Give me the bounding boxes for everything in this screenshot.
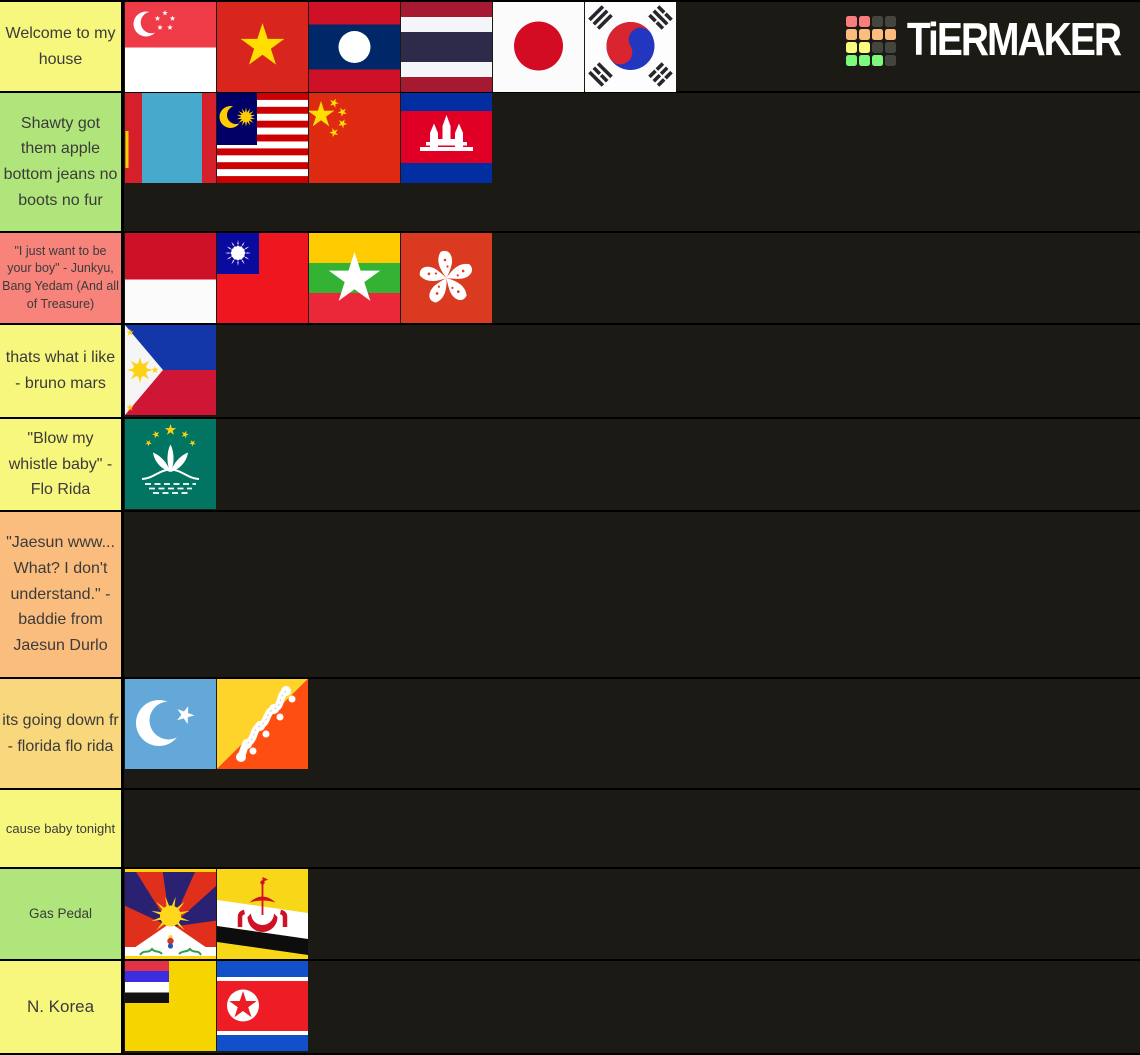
flag-tibet[interactable]: [125, 869, 216, 959]
logo-grid-cell: [858, 55, 870, 66]
flag-macau[interactable]: [125, 419, 216, 509]
tier-label: thats what i like - bruno mars: [0, 325, 124, 417]
flag-hong-kong[interactable]: [401, 233, 492, 323]
flag-china[interactable]: [309, 93, 400, 183]
tier-cells: [124, 961, 1140, 1053]
logo-grid-cell: [858, 16, 870, 27]
tier-label: "Jaesun www... What? I don't understand.…: [0, 512, 124, 677]
flag-manchukuo[interactable]: [125, 961, 216, 1051]
tier-row: Gas Pedal: [0, 869, 1140, 961]
tier-label-text: its going down fr - florida flo rida: [2, 711, 119, 755]
logo-grid-cell: [845, 42, 857, 53]
flag-laos[interactable]: [309, 2, 400, 92]
tier-label-text: Welcome to my house: [5, 24, 116, 68]
logo-grid-cell: [845, 16, 857, 27]
tier-label-text: N. Korea: [26, 997, 95, 1017]
flag-cambodia[interactable]: [401, 93, 492, 183]
flag-east-turkestan[interactable]: [125, 679, 216, 769]
tier-label-text: Shawty got them apple bottom jeans no bo…: [3, 114, 118, 209]
tier-row: Shawty got them apple bottom jeans no bo…: [0, 93, 1140, 233]
tier-cells: [124, 512, 1140, 677]
logo-grid-cell: [871, 16, 883, 27]
flag-south-korea[interactable]: [585, 2, 676, 92]
flag-bhutan[interactable]: [217, 679, 308, 769]
flag-malaysia[interactable]: [217, 93, 308, 183]
flag-japan[interactable]: [493, 2, 584, 92]
tier-row: N. Korea: [0, 961, 1140, 1055]
tier-cells: [124, 233, 1140, 323]
tier-row: "Blow my whistle baby" - Flo Rida: [0, 419, 1140, 512]
flag-indonesia[interactable]: [125, 233, 216, 323]
tier-label: "Blow my whistle baby" - Flo Rida: [0, 419, 124, 510]
tier-row: "I just want to be your boy" - Junkyu, B…: [0, 233, 1140, 325]
tier-label: its going down fr - florida flo rida: [0, 679, 124, 788]
tier-label: Gas Pedal: [0, 869, 124, 959]
flag-north-korea[interactable]: [217, 961, 308, 1051]
tier-cells: [124, 790, 1140, 867]
tier-label: Shawty got them apple bottom jeans no bo…: [0, 93, 124, 231]
logo-grid-cell: [884, 55, 896, 66]
tier-label: N. Korea: [0, 961, 124, 1053]
logo-grid-cell: [858, 42, 870, 53]
tier-label-text: "I just want to be your boy" - Junkyu, B…: [2, 243, 119, 311]
logo-grid-cell: [884, 16, 896, 27]
logo-grid-cell: [871, 55, 883, 66]
logo-grid-cell: [871, 42, 883, 53]
logo-grid-cell: [884, 42, 896, 53]
tier-cells: [124, 419, 1140, 510]
tiermaker-logo[interactable]: TiERMAKER: [845, 15, 1122, 66]
tier-row: "Jaesun www... What? I don't understand.…: [0, 512, 1140, 679]
flag-singapore[interactable]: [125, 2, 216, 92]
tier-cells: [124, 869, 1140, 959]
logo-grid-cell: [845, 29, 857, 40]
tier-cells: [124, 679, 1140, 788]
logo-grid-cell: [871, 29, 883, 40]
flag-thailand[interactable]: [401, 2, 492, 92]
tier-row: thats what i like - bruno mars: [0, 325, 1140, 419]
tier-label: Welcome to my house: [0, 2, 124, 91]
logo-grid-cell: [858, 29, 870, 40]
tier-label-text: "Jaesun www... What? I don't understand.…: [6, 533, 115, 655]
tier-label-text: "Blow my whistle baby" - Flo Rida: [8, 430, 113, 499]
logo-grid-cell: [884, 29, 896, 40]
tier-label-text: Gas Pedal: [28, 905, 93, 921]
tier-cells: [124, 325, 1140, 417]
flag-brunei[interactable]: [217, 869, 308, 959]
tier-label-text: thats what i like - bruno mars: [5, 349, 116, 392]
tier-row: Welcome to my house: [0, 2, 1140, 93]
flag-taiwan[interactable]: [217, 233, 308, 323]
tier-row: its going down fr - florida flo rida: [0, 679, 1140, 790]
flag-mongolia[interactable]: [125, 93, 216, 183]
tier-label: "I just want to be your boy" - Junkyu, B…: [0, 233, 124, 323]
tier-label: cause baby tonight: [0, 790, 124, 867]
tier-cells: [124, 93, 1140, 231]
tier-label-text: cause baby tonight: [5, 820, 116, 836]
tier-row: cause baby tonight: [0, 790, 1140, 869]
logo-grid-cell: [845, 55, 857, 66]
flag-myanmar[interactable]: [309, 233, 400, 323]
tier-cells: [124, 2, 1140, 92]
flag-philippines[interactable]: [125, 325, 216, 415]
tiermaker-logo-grid-icon: [845, 16, 896, 66]
flag-vietnam[interactable]: [217, 2, 308, 92]
tiermaker-logo-text: TiERMAKER: [906, 15, 1122, 66]
